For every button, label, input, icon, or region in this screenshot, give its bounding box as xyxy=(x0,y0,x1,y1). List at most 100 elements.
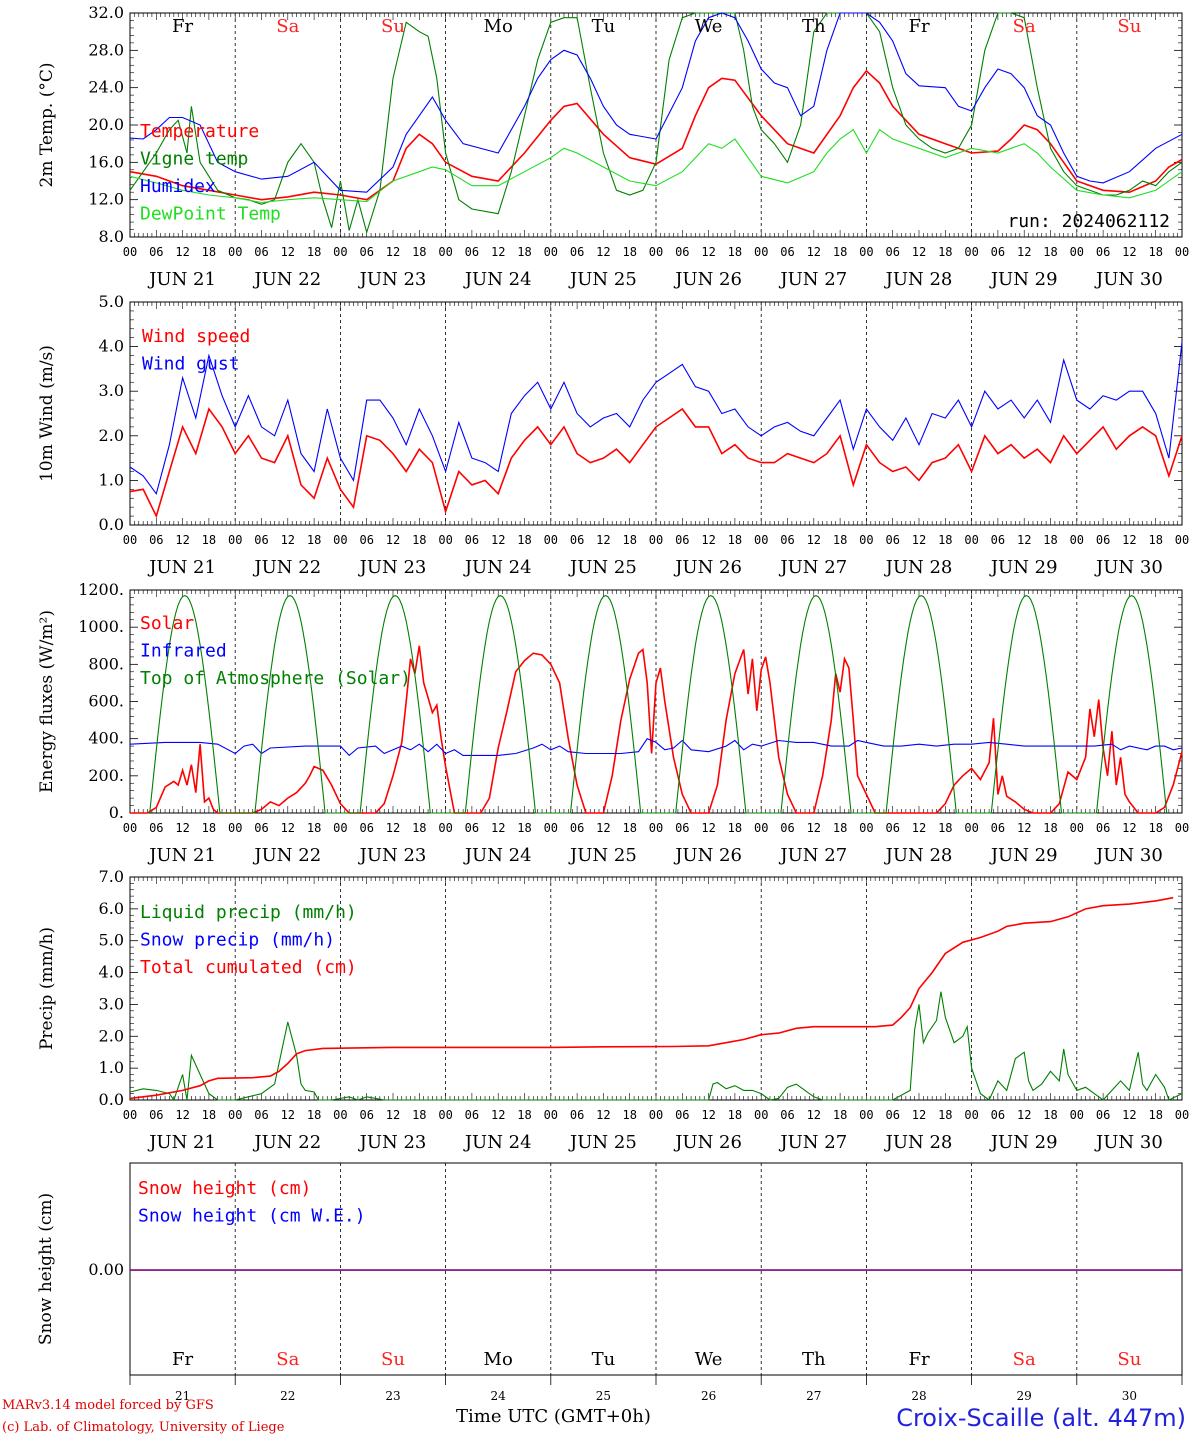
x-hour-label: 12 xyxy=(912,1108,926,1122)
x-hour-label: 12 xyxy=(1122,533,1136,547)
x-hour-label: 06 xyxy=(254,245,268,259)
x-hour-label: 12 xyxy=(1017,245,1031,259)
day-number-label: 30 xyxy=(1122,1389,1137,1403)
x-date-label: JUN 27 xyxy=(778,845,847,866)
x-hour-label: 12 xyxy=(281,533,295,547)
x-hour-label: 06 xyxy=(570,533,584,547)
legend-entry: Wind gust xyxy=(142,354,240,375)
x-hour-label: 00 xyxy=(333,245,347,259)
x-hour-label: 00 xyxy=(333,821,347,835)
x-hour-label: 00 xyxy=(754,245,768,259)
x-hour-label: 18 xyxy=(1148,821,1162,835)
y-tick-label: 1.0 xyxy=(99,1058,124,1077)
series-line xyxy=(129,991,1183,1102)
x-hour-label: 06 xyxy=(570,1108,584,1122)
x-date-label: JUN 24 xyxy=(463,557,532,578)
x-hour-label: 18 xyxy=(622,1108,636,1122)
x-hour-label: 00 xyxy=(649,533,663,547)
x-hour-label: 00 xyxy=(333,533,347,547)
x-hour-label: 00 xyxy=(1175,245,1189,259)
series-line xyxy=(129,342,1183,496)
y-tick-label: 20.0 xyxy=(88,115,124,134)
y-tick-label: 3.0 xyxy=(99,994,124,1013)
x-date-label: JUN 24 xyxy=(463,269,532,290)
y-tick-label: 1200. xyxy=(78,580,124,599)
y-tick-label: 0.00 xyxy=(88,1260,124,1279)
series-line xyxy=(149,594,1168,814)
legend-entry: Infrared xyxy=(140,641,227,662)
x-hour-label: 18 xyxy=(307,533,321,547)
series-line xyxy=(130,645,1183,814)
x-hour-label: 00 xyxy=(754,821,768,835)
x-date-label: JUN 22 xyxy=(252,269,321,290)
x-hour-label: 18 xyxy=(202,821,216,835)
x-date-label: JUN 27 xyxy=(778,557,847,578)
x-hour-label: 18 xyxy=(307,1108,321,1122)
x-hour-label: 00 xyxy=(754,533,768,547)
x-hour-label: 12 xyxy=(807,821,821,835)
x-hour-label: 06 xyxy=(359,821,373,835)
x-hour-label: 06 xyxy=(1096,1108,1110,1122)
x-date-label: JUN 21 xyxy=(147,845,216,866)
x-date-label: JUN 30 xyxy=(1094,845,1163,866)
panel-1: 8.0 12.0 16.0 20.0 24.0 28.0 32.0 2m Temp. (°C)… xyxy=(37,3,1189,290)
x-hour-label: 06 xyxy=(991,1108,1005,1122)
x-hour-label: 06 xyxy=(465,1108,479,1122)
x-hour-label: 12 xyxy=(491,1108,505,1122)
x-hour-label: 06 xyxy=(149,245,163,259)
y-tick-label: 0.0 xyxy=(99,515,124,534)
weekday-label-bottom: Sa xyxy=(1013,1349,1036,1370)
weekday-label-bottom: Fr xyxy=(908,1349,929,1370)
x-hour-label: 06 xyxy=(885,1108,899,1122)
x-hour-label: 18 xyxy=(938,1108,952,1122)
y-tick-label: 3.0 xyxy=(99,381,124,400)
panel-4: 0.0 1.0 2.0 3.0 4.0 5.0 6.0 7.0 Precip (mm/h) 00 0… xyxy=(37,867,1189,1153)
x-hour-label: 12 xyxy=(175,533,189,547)
y-tick-label: 4.0 xyxy=(99,963,124,982)
weekday-label-bottom: Sa xyxy=(276,1349,299,1370)
x-date-label: JUN 23 xyxy=(358,557,427,578)
x-hour-label: 18 xyxy=(202,245,216,259)
legend-entry: DewPoint Temp xyxy=(140,204,281,225)
legend-entry: Top of Atmosphere (Solar) xyxy=(140,668,411,689)
x-hour-label: 18 xyxy=(517,533,531,547)
x-hour-label: 06 xyxy=(780,533,794,547)
x-hour-label: 00 xyxy=(1070,1108,1084,1122)
y-tick-label: 16.0 xyxy=(88,152,124,171)
y-tick-label: 4.0 xyxy=(99,337,124,356)
day-number-label: 26 xyxy=(701,1389,716,1403)
x-hour-label: 06 xyxy=(780,1108,794,1122)
x-hour-label: 12 xyxy=(491,245,505,259)
weekday-label: We xyxy=(695,16,723,37)
y-tick-label: 800. xyxy=(88,654,124,673)
x-hour-label: 12 xyxy=(1017,821,1031,835)
x-hour-label: 00 xyxy=(228,1108,242,1122)
x-date-label: JUN 22 xyxy=(252,845,321,866)
x-hour-label: 12 xyxy=(701,245,715,259)
x-hour-label: 18 xyxy=(833,245,847,259)
x-hour-label: 12 xyxy=(701,533,715,547)
weekday-label-bottom: Th xyxy=(802,1349,826,1370)
x-hour-label: 12 xyxy=(1017,1108,1031,1122)
x-date-label: JUN 28 xyxy=(884,1132,953,1153)
y-tick-label: 5.0 xyxy=(99,292,124,311)
x-hour-label: 06 xyxy=(1096,533,1110,547)
x-hour-label: 00 xyxy=(964,245,978,259)
x-hour-label: 06 xyxy=(359,245,373,259)
weekday-label-bottom: Fr xyxy=(172,1349,193,1370)
x-hour-label: 06 xyxy=(359,1108,373,1122)
series-line xyxy=(129,69,1183,201)
x-hour-label: 06 xyxy=(675,533,689,547)
x-hour-label: 00 xyxy=(859,533,873,547)
x-hour-label: 12 xyxy=(807,245,821,259)
station-name: Croix-Scaille (alt. 447m) xyxy=(896,1404,1186,1432)
x-hour-label: 18 xyxy=(307,245,321,259)
x-date-label: JUN 27 xyxy=(778,269,847,290)
day-number-label: 22 xyxy=(280,1389,295,1403)
weekday-label: Fr xyxy=(172,16,193,37)
x-hour-label: 12 xyxy=(701,1108,715,1122)
x-hour-label: 18 xyxy=(307,821,321,835)
x-hour-label: 18 xyxy=(938,821,952,835)
y-tick-label: 5.0 xyxy=(99,931,124,950)
x-hour-label: 18 xyxy=(728,1108,742,1122)
